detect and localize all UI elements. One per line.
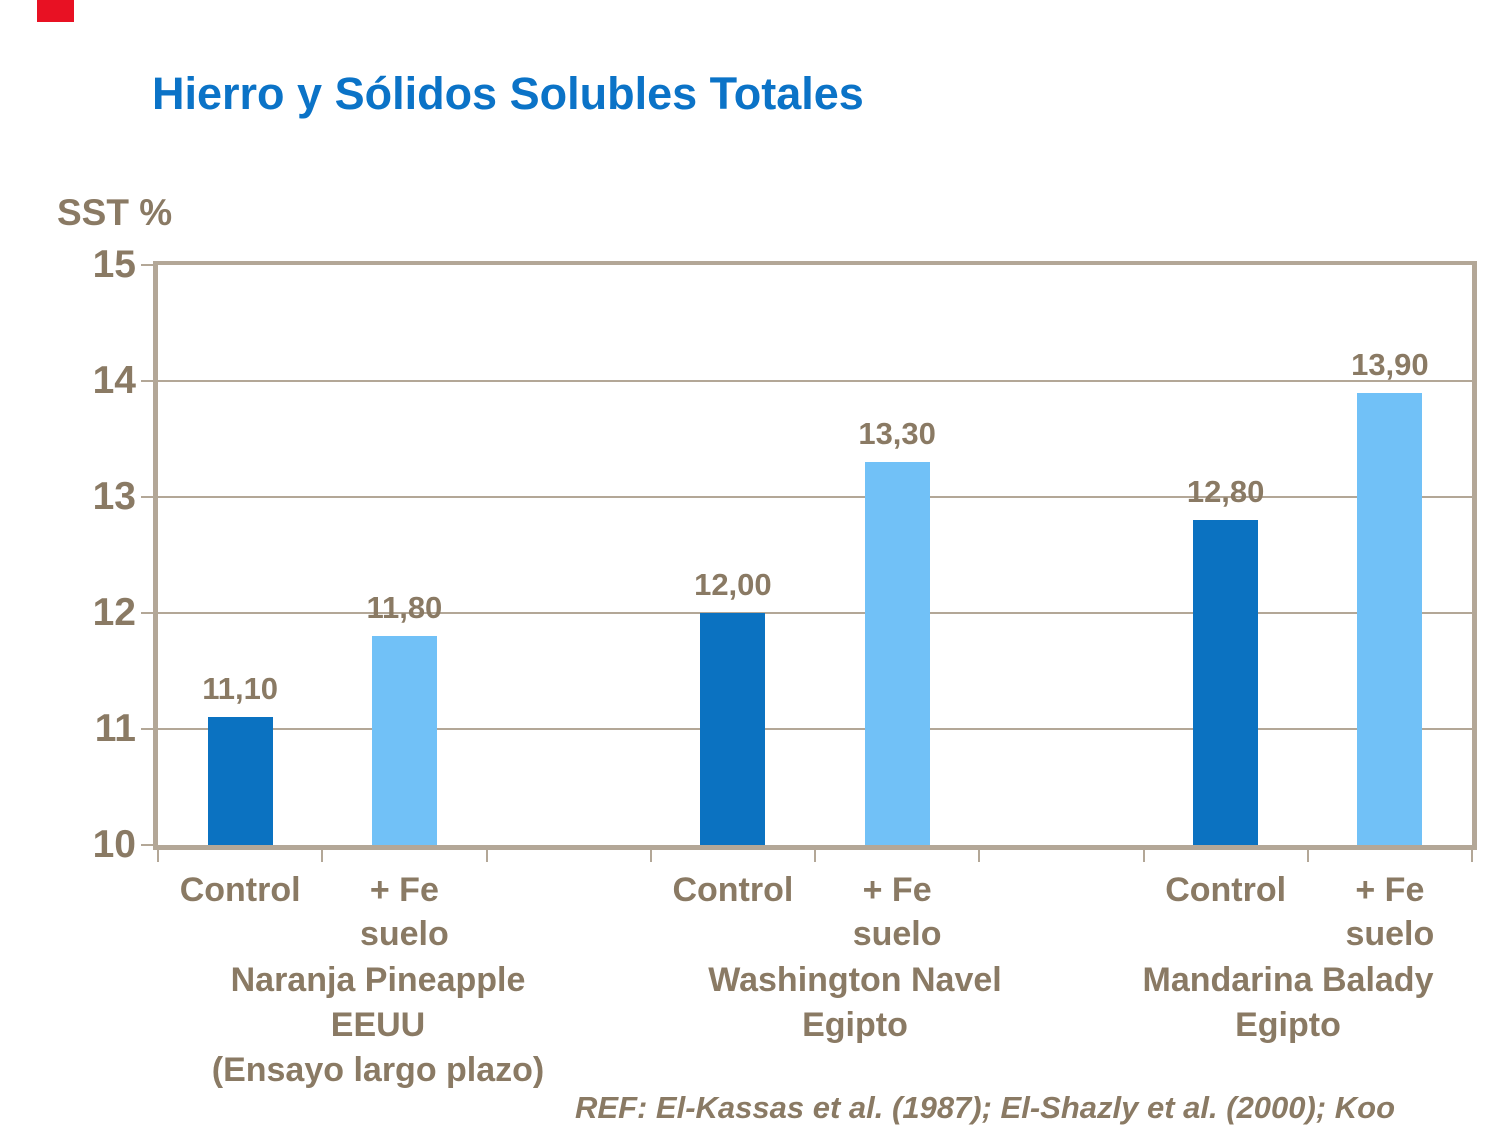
bar-fe_suelo-group2 [864, 462, 930, 845]
bar-value-label: 12,80 [1186, 474, 1265, 510]
bar-control-group2 [700, 613, 766, 845]
plot-area-frame [153, 261, 1477, 850]
gridline-14 [158, 380, 1472, 382]
reference-citation: REF: El-Kassas et al. (1987); El-Shazly … [575, 1090, 1396, 1125]
x-axis-tick-4 [814, 850, 816, 862]
group-caption-line: Washington Navel [708, 961, 1002, 999]
x-category-label: + Fe suelo [807, 868, 987, 956]
x-category-label: Control [643, 868, 823, 912]
x-category-label: Control [150, 868, 330, 912]
x-category-label: Control [1136, 868, 1316, 912]
x-category-label-line: Control [179, 871, 301, 909]
bar-value-label: 11,80 [366, 590, 443, 626]
y-axis-tick-13 [141, 496, 153, 498]
x-axis-tick-1 [321, 850, 324, 862]
x-category-label-line: suelo [1345, 915, 1435, 953]
gridline-12 [158, 612, 1472, 614]
y-axis-tick-15 [141, 264, 153, 266]
y-axis-tick-10 [141, 844, 153, 846]
x-category-label-line: suelo [852, 915, 942, 953]
x-category-label-line: + Fe [369, 871, 439, 909]
x-axis-tick-6 [1142, 850, 1145, 862]
gridline-11 [158, 728, 1472, 730]
x-category-label-line: + Fe [1355, 871, 1425, 909]
group-caption-line: EEUU [330, 1006, 426, 1044]
group-caption-1: Naranja Pineapple EEUU (Ensayo largo plazo… [118, 958, 638, 1093]
bar-value-label: 13,30 [858, 416, 936, 452]
y-axis-unit-label: SST % [57, 192, 173, 233]
chart-title: Hierro y Sólidos Solubles Totales [152, 68, 864, 119]
group-caption-line: Naranja Pineapple [230, 961, 526, 999]
y-axis-tick-14 [141, 380, 153, 382]
x-category-label-line: Control [1165, 871, 1287, 909]
y-axis-label-12: 12 [92, 591, 136, 634]
y-axis-label-10: 10 [92, 823, 136, 866]
group-caption-line: (Ensayo largo plazo) [211, 1051, 545, 1089]
bar-value-label: 13,90 [1351, 346, 1429, 382]
corner-red-mark [37, 0, 74, 22]
bar-fe_suelo-group1 [371, 636, 437, 845]
bar-control-group3 [1193, 520, 1259, 845]
x-category-label-line: Control [672, 871, 794, 909]
bar-value-label: 12,00 [694, 567, 772, 602]
x-category-label: + Fe suelo [1300, 868, 1480, 956]
y-axis-tick-11 [141, 728, 153, 730]
group-caption-line: Mandarina Balady [1142, 961, 1434, 999]
x-category-label-line: + Fe [862, 871, 932, 909]
x-axis-tick-0 [157, 850, 159, 862]
x-category-label: + Fe suelo [314, 868, 494, 956]
x-axis-tick-3 [649, 850, 652, 862]
x-axis-tick-8 [1471, 850, 1473, 862]
x-axis-tick-5 [978, 850, 981, 862]
y-axis-tick-12 [141, 612, 153, 614]
gridline-13 [158, 496, 1472, 498]
x-axis-tick-2 [485, 850, 488, 862]
bar-control-group1 [207, 717, 273, 845]
group-caption-line: Egipto [1235, 1006, 1341, 1044]
group-caption-line: Egipto [802, 1006, 908, 1044]
y-axis-label-11: 11 [94, 707, 136, 750]
bar-value-label: 11,10 [202, 671, 279, 707]
x-category-label-line: suelo [359, 915, 449, 953]
group-caption-3: Mandarina Balady Egipto [1028, 958, 1500, 1048]
y-axis-label-14: 14 [92, 359, 136, 402]
group-caption-2: Washington Navel Egipto [595, 958, 1115, 1048]
y-axis-label-15: 15 [92, 243, 136, 286]
y-axis-label-13: 13 [92, 475, 136, 518]
x-axis-tick-7 [1306, 850, 1309, 862]
bar-fe_suelo-group3 [1357, 392, 1423, 845]
